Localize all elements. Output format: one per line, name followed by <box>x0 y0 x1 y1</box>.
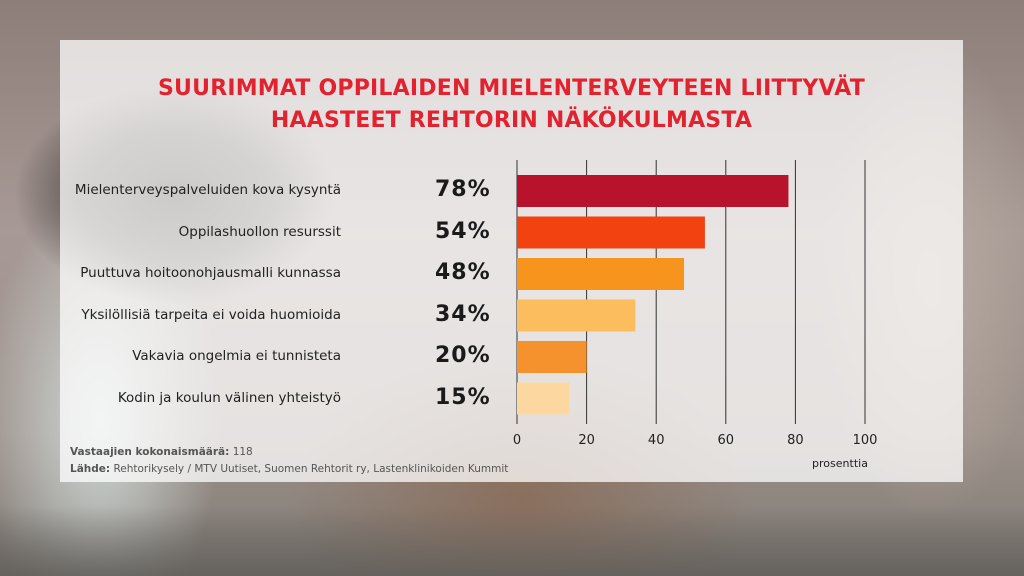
chart-panel: SUURIMMAT OPPILAIDEN MIELENTERVEYTEEN LI… <box>60 40 963 482</box>
x-axis-label: prosenttia <box>812 457 868 470</box>
value-label: 78% <box>435 177 491 202</box>
bar <box>517 258 685 290</box>
source-label: Lähde: <box>70 463 111 475</box>
bar <box>517 216 705 249</box>
chart-title: SUURIMMAT OPPILAIDEN MIELENTERVEYTEEN LI… <box>60 73 963 137</box>
respondents-label: Vastaajien kokonaismäärä: <box>70 446 230 458</box>
bar <box>517 175 789 207</box>
x-tick-label-0: 0 <box>513 433 521 448</box>
source-note: Lähde: Rehtorikysely / MTV Uutiset, Suom… <box>70 463 508 475</box>
background-step <box>0 506 1024 576</box>
title-line-2: HAASTEET REHTORIN NÄKÖKULMASTA <box>270 108 753 133</box>
category-label: Kodin ja koulun välinen yhteistyö <box>117 389 341 406</box>
value-label: 15% <box>435 384 491 410</box>
bar <box>517 382 570 415</box>
x-tick-label-100: 100 <box>853 433 878 448</box>
x-tick-label-80: 80 <box>787 433 804 448</box>
x-tick-label-40: 40 <box>648 433 665 448</box>
category-label: Puuttuva hoitoonohjausmalli kunnassa <box>80 265 341 281</box>
respondents-value: 118 <box>232 446 253 458</box>
bar-chart: 0 20 40 60 80 100 prosenttia <box>513 160 878 470</box>
value-label: 54% <box>435 218 491 244</box>
bar <box>517 299 636 332</box>
bar <box>517 341 587 373</box>
value-label: 48% <box>435 260 491 285</box>
category-label: Mielenterveyspalveluiden kova kysyntä <box>74 182 341 198</box>
category-label: Vakavia ongelmia ei tunnisteta <box>132 348 341 364</box>
category-label: Yksilöllisiä tarpeita ei voida huomioida <box>81 306 341 323</box>
title-line-1: SUURIMMAT OPPILAIDEN MIELENTERVEYTEEN LI… <box>158 76 865 101</box>
respondents-note: Vastaajien kokonaismäärä: 118 <box>70 446 253 458</box>
category-label: Oppilashuollon resurssit <box>178 223 341 240</box>
source-value: Rehtorikysely / MTV Uutiset, Suomen Reht… <box>113 463 509 475</box>
x-tick-label-20: 20 <box>578 433 595 448</box>
value-label: 20% <box>435 343 491 368</box>
value-label: 34% <box>435 301 491 327</box>
x-tick-label-60: 60 <box>718 433 735 448</box>
